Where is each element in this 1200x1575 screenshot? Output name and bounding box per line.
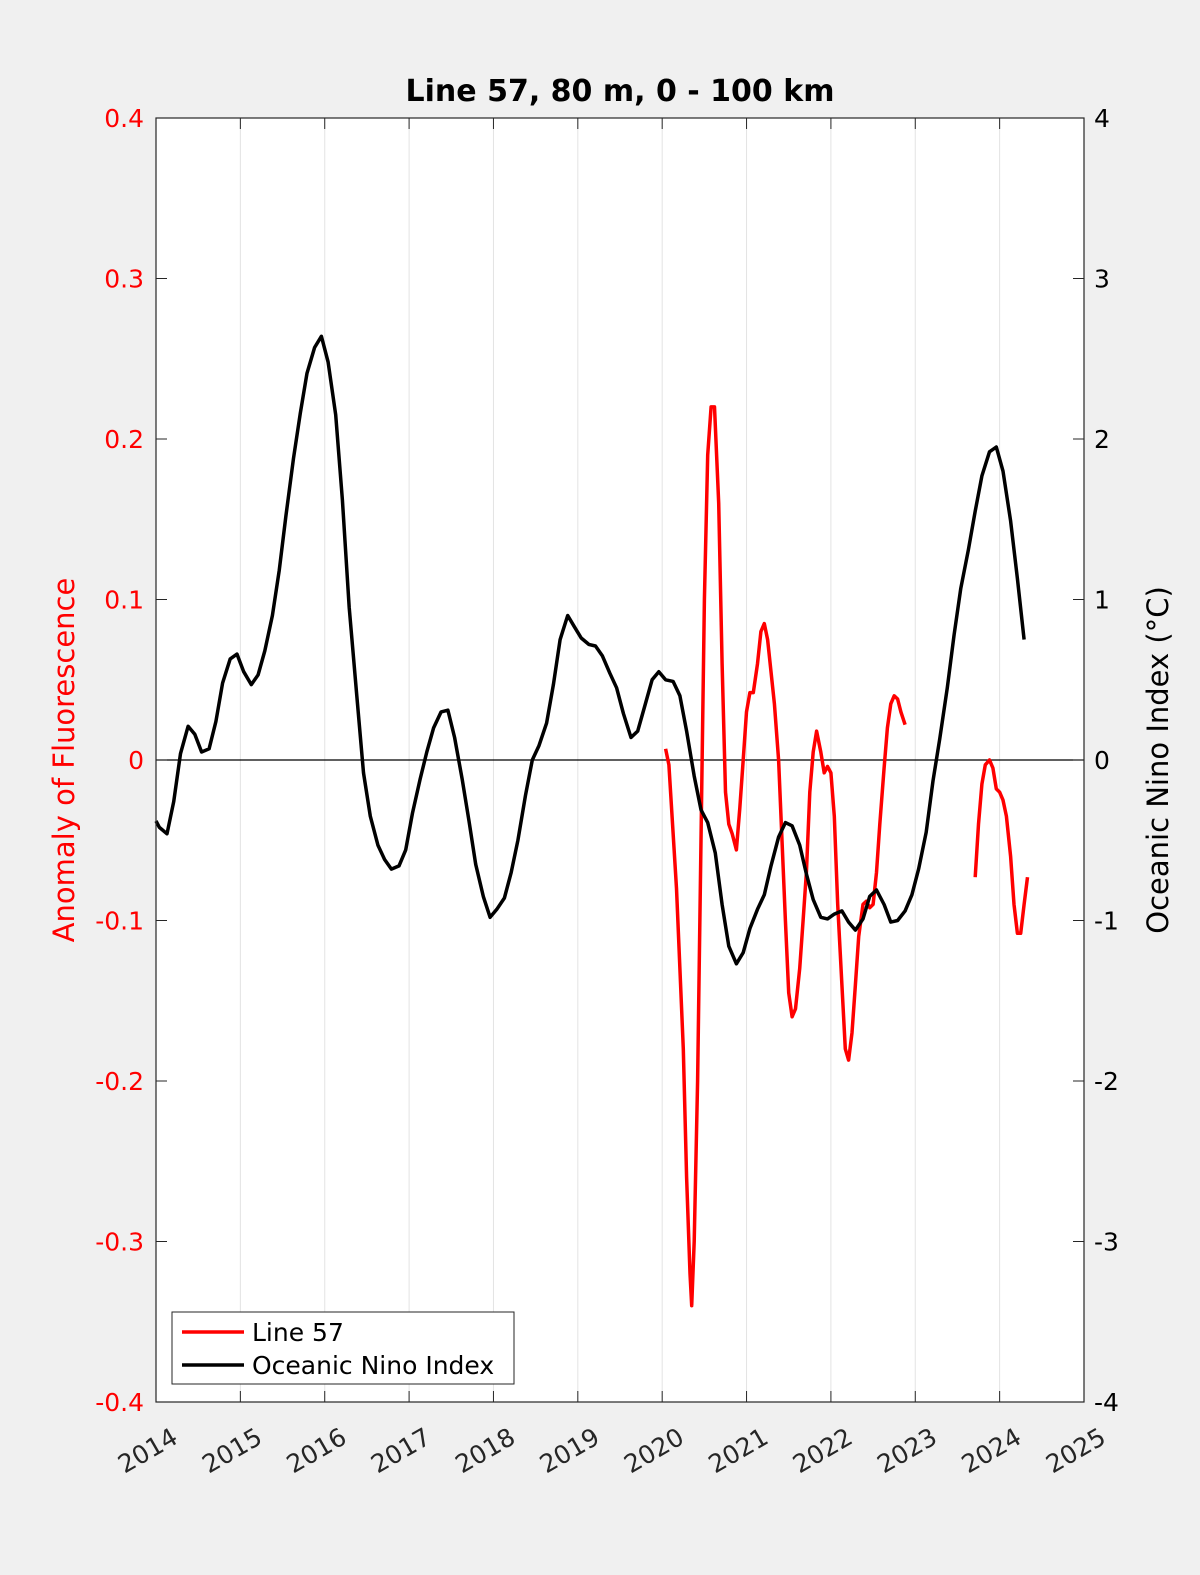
series-line-line57-segment-1 <box>663 405 907 1308</box>
chart-title: Line 57, 80 m, 0 - 100 km <box>406 74 835 109</box>
y-left-tick-label: 0.1 <box>104 586 144 615</box>
y-left-tick-label: -0.2 <box>95 1067 144 1096</box>
x-tick-label: 2022 <box>788 1422 858 1479</box>
legend: Line 57 Oceanic Nino Index <box>171 1311 515 1385</box>
y-left-tick-label: -0.1 <box>95 907 144 936</box>
y-left-tick-label: 0.4 <box>104 104 144 133</box>
y-right-tick-label: 3 <box>1094 265 1110 294</box>
y-right-tick-label: -2 <box>1094 1067 1119 1096</box>
y-right-tick-label: 2 <box>1094 425 1110 454</box>
x-tick-label: 2025 <box>1041 1422 1111 1479</box>
y-left-tick-label: -0.3 <box>95 1228 144 1257</box>
x-tick-label: 2021 <box>703 1422 773 1479</box>
legend-label-oni: Oceanic Nino Index <box>252 1351 494 1380</box>
y-right-tick-label: -1 <box>1094 907 1119 936</box>
left-axis-label: Anomaly of Fluorescence <box>47 578 81 943</box>
y-left-tick-label: 0.2 <box>104 425 144 454</box>
series-layer <box>154 334 1030 1308</box>
y-right-tick-label: -3 <box>1094 1228 1119 1257</box>
y-left-tick-label: 0.3 <box>104 265 144 294</box>
x-tick-label: 2024 <box>957 1422 1027 1479</box>
x-tick-label: 2015 <box>197 1422 267 1479</box>
x-tick-label: 2023 <box>872 1422 942 1479</box>
x-tick-label: 2018 <box>450 1422 520 1479</box>
x-tick-label: 2016 <box>282 1422 352 1479</box>
y-right-tick-label: 1 <box>1094 586 1110 615</box>
x-tick-label: 2019 <box>535 1422 605 1479</box>
x-tick-label: 2014 <box>113 1422 183 1479</box>
y-right-tick-label: -4 <box>1094 1388 1119 1417</box>
legend-box <box>171 1311 515 1385</box>
legend-label-line57: Line 57 <box>252 1318 344 1347</box>
y-left-tick-label: 0 <box>128 746 144 775</box>
x-tick-label: 2020 <box>619 1422 689 1479</box>
y-left-tick-label: -0.4 <box>95 1388 144 1417</box>
y-right-tick-label: 4 <box>1094 104 1110 133</box>
series-line-oni-segment-1 <box>154 334 1026 966</box>
series-line-line57-segment-2 <box>973 758 1030 936</box>
right-axis-label: Oceanic Nino Index (°C) <box>1141 586 1175 934</box>
y-right-tick-label: 0 <box>1094 746 1110 775</box>
x-tick-label: 2017 <box>366 1422 436 1479</box>
